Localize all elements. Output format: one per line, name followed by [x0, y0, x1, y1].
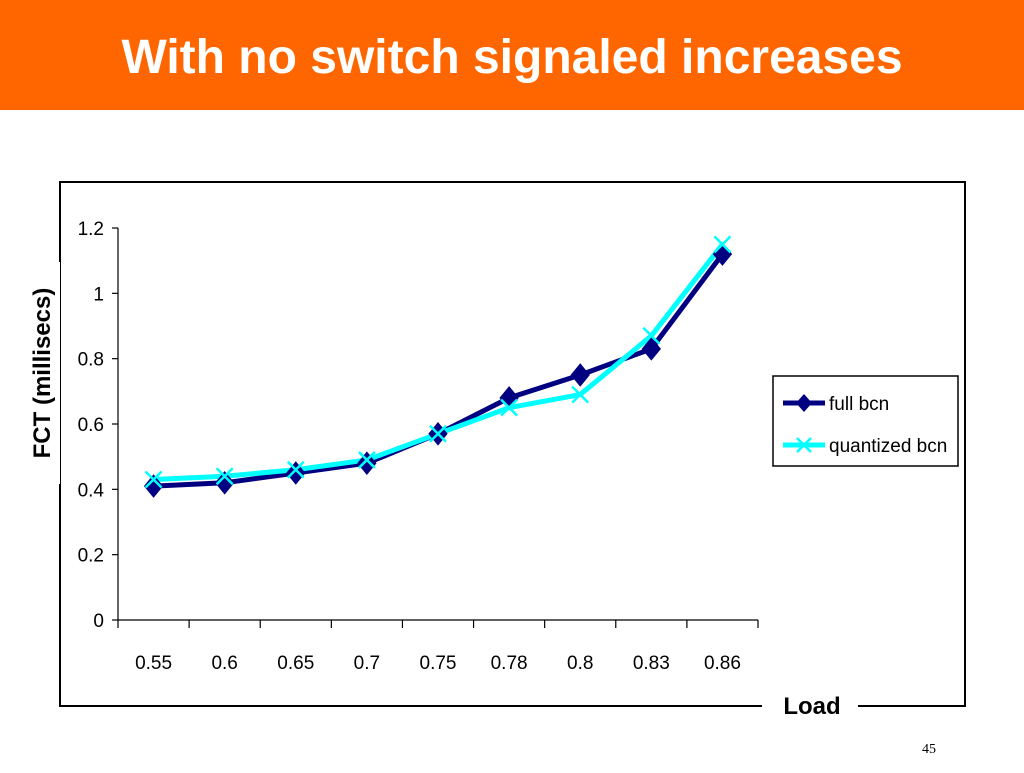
data-point-quantized-bcn [358, 451, 376, 469]
data-point-full-bcn [286, 461, 306, 485]
y-tick-label: 0 [93, 611, 104, 632]
data-point-quantized-bcn [215, 467, 234, 486]
data-point-quantized-bcn [642, 326, 661, 345]
data-point-quantized-bcn [144, 470, 163, 489]
data-point-full-bcn [570, 363, 590, 387]
data-point-quantized-bcn [500, 398, 518, 417]
x-tick-label: 0.65 [277, 653, 314, 674]
legend-label: quantized bcn [829, 436, 947, 457]
y-tick-label: 0.2 [78, 546, 104, 567]
x-tick-label: 0.8 [567, 653, 593, 674]
x-tick-label: 0.86 [704, 653, 741, 674]
legend-box [772, 375, 959, 467]
y-axis-label: FCT (millisecs) [29, 288, 56, 459]
x-tick-label: 0.83 [633, 653, 670, 674]
legend-marker-x [796, 437, 812, 453]
data-point-full-bcn [641, 337, 661, 361]
data-point-quantized-bcn [713, 235, 732, 254]
y-tick-label: 1 [93, 284, 104, 305]
data-point-quantized-bcn [286, 460, 305, 479]
x-tick-label: 0.7 [354, 653, 380, 674]
y-label-bg [22, 262, 60, 484]
y-tick-label: 0.8 [78, 350, 104, 371]
legend-marker-diamond [796, 394, 812, 412]
slide-title: With no switch signaled increases [121, 31, 903, 84]
x-axis-label: Load [783, 693, 840, 720]
x-tick-label: 0.78 [491, 653, 528, 674]
data-point-quantized-bcn [571, 385, 590, 404]
data-point-full-bcn [143, 474, 164, 498]
title-bar [0, 0, 1024, 110]
x-tick-label: 0.55 [135, 653, 172, 674]
x-tick-label: 0.6 [211, 653, 237, 674]
x-tick-label: 0.75 [420, 653, 457, 674]
y-tick-label: 1.2 [78, 219, 104, 240]
page-number: 45 [922, 742, 936, 757]
legend-label: full bcn [829, 394, 889, 415]
data-point-full-bcn [215, 471, 235, 495]
data-point-full-bcn [357, 451, 377, 475]
y-tick-label: 0.6 [78, 415, 104, 436]
x-label-bg [762, 690, 858, 720]
data-point-quantized-bcn [429, 424, 447, 443]
y-tick-label: 0.4 [78, 480, 105, 501]
